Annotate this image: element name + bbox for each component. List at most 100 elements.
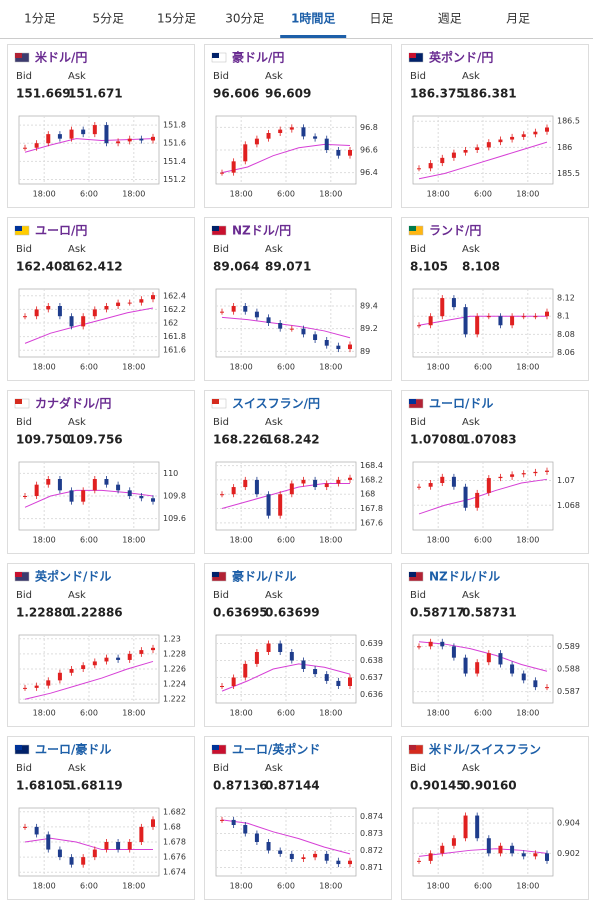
candle	[336, 860, 341, 865]
pair-name[interactable]: ユーロ/豪ドル	[35, 742, 111, 757]
moving-average	[418, 141, 548, 180]
ask-value: 168.242	[265, 433, 320, 447]
pair-name[interactable]: NZドル/ドル	[429, 570, 500, 584]
ask-label: Ask	[68, 244, 86, 255]
candle	[231, 487, 236, 495]
y-tick-label: 8.06	[557, 348, 575, 357]
x-tick-label: 18:00	[33, 190, 56, 199]
candle	[116, 302, 121, 306]
tab[interactable]: 月足	[506, 12, 530, 26]
candle	[324, 340, 329, 346]
x-tick-label: 18:00	[122, 536, 145, 545]
y-tick-label: 0.873	[360, 829, 383, 838]
candle	[220, 494, 224, 496]
x-tick-label: 18:00	[427, 363, 450, 372]
candle	[463, 150, 468, 153]
ask-value: 8.108	[462, 260, 500, 274]
tab[interactable]: 1分足	[24, 12, 56, 26]
y-tick-label: 1.222	[163, 695, 186, 704]
candle	[243, 825, 248, 834]
y-tick-label: 167.6	[360, 518, 383, 527]
tab[interactable]: 30分足	[225, 12, 264, 26]
candle	[545, 127, 549, 132]
candle	[336, 680, 341, 686]
pair-name[interactable]: 英ポンド/ドル	[35, 569, 111, 584]
bid-label: Bid	[213, 763, 229, 774]
candle	[533, 131, 538, 135]
ask-value: 1.68119	[68, 779, 123, 793]
y-tick-label: 168.4	[360, 461, 383, 470]
pair-name[interactable]: ユーロ/英ポンド	[232, 742, 320, 757]
pair-name[interactable]: 英ポンド/円	[429, 50, 493, 65]
y-tick-label: 151.6	[163, 139, 186, 148]
candle	[313, 334, 318, 340]
x-tick-label: 18:00	[33, 363, 56, 372]
pair-name[interactable]: ユーロ/円	[35, 224, 87, 238]
candle	[348, 477, 352, 480]
tab[interactable]: 5分足	[92, 12, 124, 26]
candle	[417, 646, 421, 648]
ask-value: 109.756	[68, 433, 123, 447]
y-tick-label: 1.228	[163, 649, 186, 658]
candle	[220, 686, 224, 687]
flag-mark	[15, 745, 22, 750]
y-tick-label: 0.872	[360, 846, 383, 855]
candle	[139, 299, 144, 303]
y-tick-label: 1.226	[163, 665, 186, 674]
pair-name[interactable]: ランド/円	[429, 224, 481, 238]
pair-name[interactable]: 米ドル/円	[35, 50, 87, 65]
tab[interactable]: 日足	[369, 12, 393, 26]
y-tick-label: 162.2	[163, 305, 186, 314]
candle	[139, 138, 144, 141]
tab[interactable]: 1時間足	[291, 11, 335, 26]
flag-mark	[212, 745, 219, 750]
candle	[243, 479, 248, 488]
candle	[243, 663, 248, 678]
flag-mark	[409, 399, 416, 404]
pair-name[interactable]: NZドル/円	[232, 224, 291, 238]
candle	[301, 660, 306, 669]
pair-name[interactable]: 米ドル/スイスフラン	[429, 742, 541, 757]
bid-value: 0.87136	[213, 779, 268, 793]
bid-value: 96.606	[213, 87, 259, 101]
y-tick-label: 167.8	[360, 504, 383, 513]
ask-value: 1.07083	[462, 433, 517, 447]
ask-label: Ask	[462, 244, 480, 255]
candle	[428, 853, 433, 861]
candle	[116, 484, 121, 491]
candle	[69, 857, 74, 865]
y-tick-label: 162	[163, 319, 178, 328]
pair-name[interactable]: 豪ドル/ドル	[232, 569, 296, 584]
y-tick-label: 109.8	[163, 492, 186, 501]
candle	[81, 490, 86, 502]
ask-value: 0.87144	[265, 779, 320, 793]
candle	[69, 669, 74, 673]
candle	[139, 496, 144, 499]
candle	[266, 317, 271, 323]
tab[interactable]: 15分足	[157, 12, 196, 26]
pair-name[interactable]: ユーロ/ドル	[429, 397, 493, 411]
candle	[533, 471, 538, 474]
candle	[69, 316, 74, 327]
candle	[220, 172, 224, 174]
pair-name[interactable]: カナダドル/円	[35, 396, 111, 411]
pair-name[interactable]: 豪ドル/円	[232, 50, 284, 65]
bid-value: 186.375	[410, 87, 465, 101]
candle	[92, 125, 97, 135]
candle	[451, 838, 456, 846]
x-tick-label: 18:00	[427, 536, 450, 545]
x-tick-label: 18:00	[33, 882, 56, 891]
y-tick-label: 0.589	[557, 642, 580, 651]
tab[interactable]: 週足	[438, 12, 462, 26]
candle	[34, 826, 39, 835]
y-tick-label: 1.07	[557, 476, 575, 485]
pair-name[interactable]: スイスフラン/円	[232, 397, 320, 411]
ask-value: 0.90160	[462, 779, 517, 793]
x-tick-label: 6:00	[80, 882, 98, 891]
candle	[451, 476, 456, 487]
candle	[463, 815, 468, 839]
candle	[545, 687, 549, 689]
y-tick-label: 0.636	[360, 690, 383, 699]
candle	[451, 298, 456, 308]
